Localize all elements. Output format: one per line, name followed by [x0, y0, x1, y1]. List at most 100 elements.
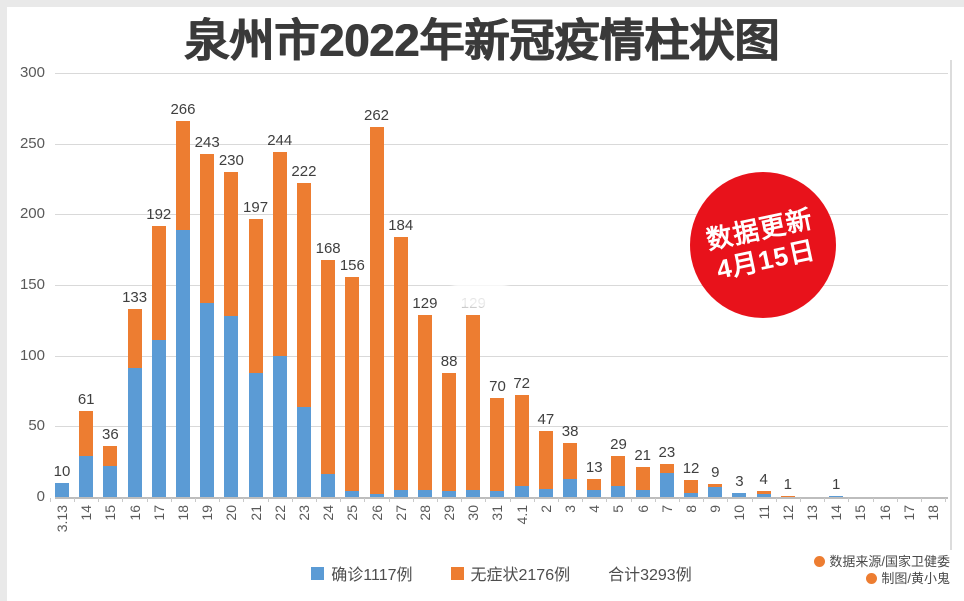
asymptomatic-bar-segment — [466, 314, 481, 490]
x-axis-tick — [920, 498, 922, 502]
credit-text: 制图/黄小鬼 — [881, 571, 950, 586]
confirmed-bar-segment — [175, 229, 190, 497]
legend-item-confirmed: 确诊1117例 — [311, 561, 413, 585]
legend-label-total: 合计3293例 — [608, 567, 692, 584]
confirmed-bar-segment — [417, 489, 432, 497]
bar-value-label: 3 — [735, 472, 744, 490]
bullet-icon — [866, 573, 878, 584]
x-axis-label: 19 — [199, 505, 216, 521]
legend-item-total: 合计3293例 — [608, 561, 692, 585]
x-axis-label: 3.13 — [54, 505, 70, 533]
asymptomatic-bar-segment — [659, 464, 674, 473]
legend-swatch-asymptomatic-icon — [450, 566, 464, 580]
confirmed-bar-segment — [538, 488, 553, 497]
x-axis-label: 16 — [876, 505, 893, 521]
confirmed-bar-segment — [272, 355, 287, 497]
x-axis-label: 17 — [150, 505, 167, 521]
x-axis-tick — [219, 498, 221, 502]
asymptomatic-bar-segment — [611, 456, 626, 486]
x-axis-label: 6 — [634, 505, 651, 513]
x-axis-label: 15 — [102, 505, 119, 521]
bar-value-label: 262 — [364, 106, 390, 124]
x-axis-label: 7 — [658, 505, 675, 513]
bar-value-label: 70 — [489, 378, 506, 396]
x-axis-tick — [678, 498, 680, 502]
x-axis-tick — [509, 498, 511, 502]
x-axis-label: 20 — [223, 505, 240, 521]
confirmed-bar-segment — [224, 316, 239, 497]
gridline — [55, 73, 948, 74]
confirmed-bar-segment — [248, 372, 263, 497]
bar-value-label: 13 — [585, 458, 603, 476]
y-axis-label: 300 — [19, 64, 45, 81]
x-axis-tick — [727, 498, 729, 502]
bar-value-label: 88 — [440, 352, 458, 370]
asymptomatic-bar-segment — [224, 171, 239, 317]
x-axis-label: 2 — [537, 505, 554, 513]
legend-label-confirmed: 确诊1117例 — [331, 567, 413, 584]
white-smudge — [458, 296, 504, 308]
gridline — [55, 355, 948, 357]
x-axis-tick — [170, 498, 172, 502]
y-axis-label: 100 — [19, 346, 45, 364]
asymptomatic-bar-segment — [393, 236, 408, 490]
asymptomatic-bar-segment — [200, 153, 215, 304]
x-axis-label: 14 — [828, 505, 845, 521]
x-axis-tick — [316, 498, 318, 502]
x-axis-tick — [582, 498, 584, 502]
data-source-line: 数据来源/国家卫健委 — [814, 553, 950, 570]
confirmed-bar-segment — [296, 406, 311, 497]
x-axis-label: 3 — [562, 505, 579, 513]
bar-value-label: 243 — [194, 133, 220, 151]
x-axis-label: 5 — [610, 505, 627, 513]
confirmed-bar-segment — [442, 491, 457, 497]
confirmed-bar-segment — [611, 485, 626, 497]
legend-swatch-confirmed-icon — [311, 566, 325, 580]
x-axis-tick — [291, 498, 293, 502]
x-axis-tick — [606, 498, 608, 502]
x-axis-label: 18 — [174, 505, 191, 521]
x-axis-label: 17 — [900, 505, 917, 521]
bar-value-label: 36 — [102, 426, 119, 444]
bar-value-label: 47 — [537, 410, 555, 428]
x-axis-label: 22 — [271, 505, 288, 521]
x-axis-tick — [751, 498, 753, 502]
credit-line: 制图/黄小鬼 — [814, 570, 950, 587]
bar-value-label: 38 — [561, 423, 579, 441]
x-axis-tick — [388, 498, 390, 502]
confirmed-bar-segment — [393, 489, 408, 497]
bar-value-label: 192 — [146, 205, 172, 223]
x-axis-tick — [49, 498, 51, 502]
x-axis-label: 18 — [924, 505, 941, 521]
x-axis-tick — [74, 498, 76, 502]
asymptomatic-bar-segment — [151, 225, 166, 341]
confirmed-bar-segment — [127, 368, 142, 497]
bar-value-label: 72 — [513, 375, 531, 393]
bar-value-label: 12 — [682, 460, 700, 478]
photo-edge-top — [0, 0, 964, 7]
page-title: 泉州市2022年新冠疫情柱状图 — [184, 15, 780, 66]
x-axis-tick — [267, 498, 269, 502]
asymptomatic-bar-segment — [417, 314, 432, 490]
bar-value-label: 133 — [122, 289, 148, 307]
confirmed-bar-segment — [587, 489, 602, 497]
bar-value-label: 10 — [53, 462, 71, 480]
x-axis-tick — [654, 498, 656, 502]
x-axis-tick — [533, 498, 535, 502]
asymptomatic-bar-segment — [538, 430, 553, 489]
asymptomatic-bar-segment — [514, 395, 529, 486]
asymptomatic-bar-segment — [345, 276, 360, 492]
x-axis-label: 13 — [804, 505, 821, 521]
x-axis-label: 16 — [126, 505, 143, 521]
x-axis-tick — [630, 498, 632, 502]
asymptomatic-bar-segment — [442, 372, 457, 492]
update-badge: 数据更新 4月15日 — [690, 172, 836, 318]
bar-value-label: 156 — [339, 256, 365, 274]
y-axis-label: 50 — [28, 417, 45, 435]
asymptomatic-bar-segment — [248, 218, 263, 373]
x-axis-tick — [557, 498, 559, 502]
confirmed-bar-segment — [369, 494, 384, 497]
x-axis-label: 31 — [489, 505, 506, 521]
bar-value-label: 9 — [711, 464, 720, 482]
